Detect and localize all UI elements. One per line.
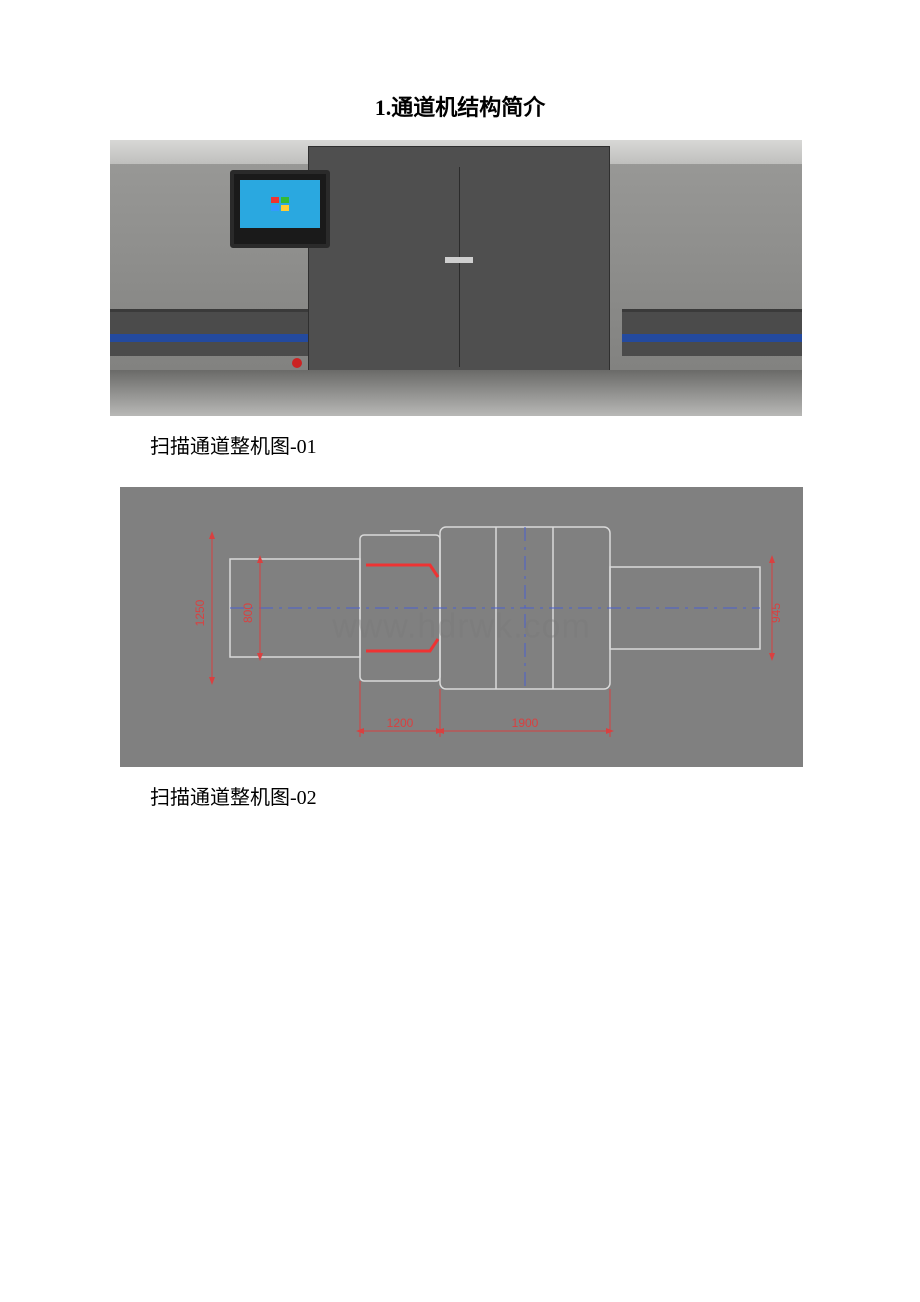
page-title: 1.通道机结构简介 — [110, 90, 810, 122]
control-monitor — [230, 170, 330, 248]
windows-logo-icon — [271, 197, 289, 211]
conveyor-left — [110, 309, 310, 356]
dim-1250: 1250 — [193, 599, 207, 626]
scanner-cabinet — [308, 146, 610, 388]
document-page: 1.通道机结构简介 扫描通道整机图-01 — [0, 0, 920, 1302]
dim-1200: 1200 — [387, 716, 414, 730]
belt-right — [622, 334, 802, 342]
dim-800: 800 — [241, 603, 255, 623]
monitor-screen — [240, 180, 320, 228]
drawing-svg: 1250 800 945 1200 1900 — [120, 487, 803, 767]
floor-strip — [110, 370, 802, 416]
dim-1900: 1900 — [512, 716, 539, 730]
dim-945: 945 — [769, 603, 783, 623]
figure-2-caption: 扫描通道整机图-02 — [150, 781, 810, 810]
figure-2-technical-drawing: 1250 800 945 1200 1900 www.hdrwk.com — [120, 487, 803, 767]
conveyor-right — [622, 309, 802, 356]
door-handle — [445, 257, 473, 263]
belt-left — [110, 334, 310, 342]
emergency-stop-icon — [292, 358, 302, 368]
figure-1-machine-photo — [110, 140, 802, 416]
figure-1-caption: 扫描通道整机图-01 — [150, 430, 810, 459]
